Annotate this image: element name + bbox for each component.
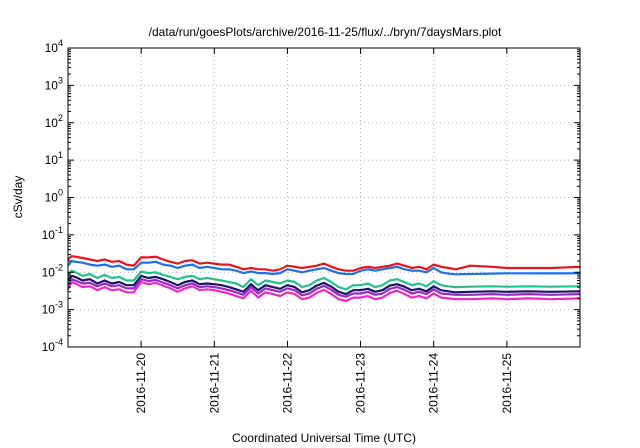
y-tick-label: 10-4 [42,337,63,354]
y-tick-label: 100 [45,188,63,205]
y-axis-ticks: 10-4 10-3 10-2 10-1 100 101 102 103 104 [42,38,580,354]
x-tick-label: 2016-11-21 [207,353,221,414]
series-line [67,259,581,276]
y-axis-label: cSv/day [11,176,25,219]
y-tick-label: 103 [45,75,63,92]
y-tick-label: 104 [45,38,63,55]
y-tick-label: 10-1 [42,225,63,242]
series-line [67,255,581,272]
y-tick-label: 10-2 [42,262,63,279]
x-tick-label: 2016-11-25 [500,353,514,414]
x-tick-label: 2016-11-20 [134,353,148,414]
y-tick-label: 102 [45,113,63,130]
x-tick-label: 2016-11-22 [280,353,294,414]
grid [68,48,580,347]
series-group [67,255,581,303]
x-tick-label: 2016-11-24 [427,353,441,414]
series-line [67,269,581,291]
series-line [67,278,581,298]
chart-title: /data/run/goesPlots/archive/2016-11-25/f… [149,25,502,39]
x-axis-label: Coordinated Universal Time (UTC) [232,431,416,445]
series-line [67,274,581,296]
series-line [67,280,581,303]
x-tick-label: 2016-11-23 [354,353,368,414]
y-tick-label: 10-3 [42,300,63,317]
x-axis-ticks: 2016-11-20 2016-11-21 2016-11-22 2016-11-23… [134,48,514,414]
y-tick-label: 101 [45,150,63,167]
